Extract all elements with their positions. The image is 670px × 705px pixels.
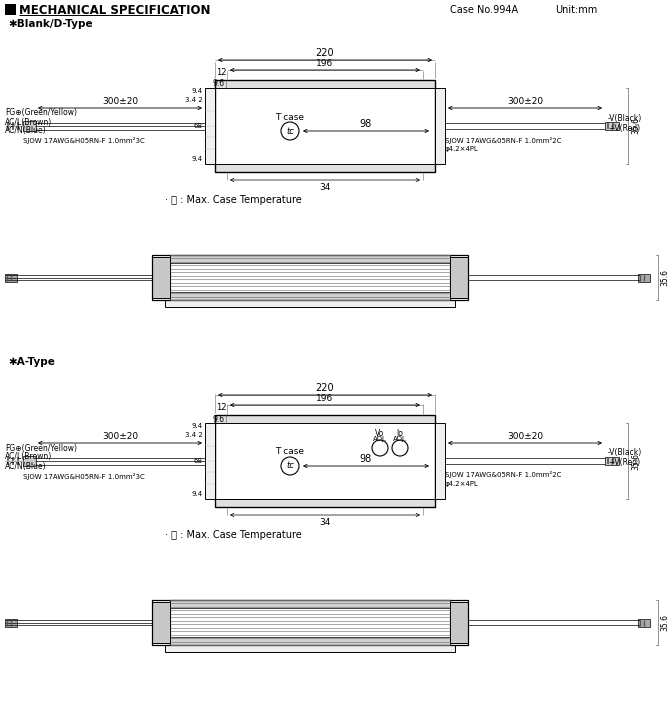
Bar: [165, 300, 455, 307]
Bar: [170, 292, 450, 300]
Bar: [605, 122, 619, 130]
Bar: [435, 423, 445, 499]
Text: Unit:mm: Unit:mm: [555, 5, 597, 15]
Bar: [450, 257, 468, 298]
Text: FG⊕(Green/Yellow): FG⊕(Green/Yellow): [5, 109, 77, 118]
Bar: [5, 4, 16, 15]
Bar: [215, 499, 435, 507]
Bar: [152, 255, 468, 300]
Text: 68: 68: [194, 458, 203, 464]
Text: 300±20: 300±20: [102, 432, 138, 441]
Text: 34: 34: [320, 183, 331, 192]
Text: 9.4: 9.4: [192, 423, 203, 429]
Bar: [605, 457, 619, 465]
Bar: [215, 415, 435, 507]
Text: ✱Blank/D-Type: ✱Blank/D-Type: [8, 19, 92, 29]
Text: 34: 34: [320, 518, 331, 527]
Text: SJOW 17AWG&05RN-F 1.0mm²2C: SJOW 17AWG&05RN-F 1.0mm²2C: [445, 472, 561, 479]
Text: SJOW 17AWG&H05RN-F 1.0mm²3C: SJOW 17AWG&H05RN-F 1.0mm²3C: [23, 137, 145, 145]
Text: SJOW 17AWG&05RN-F 1.0mm²2C: SJOW 17AWG&05RN-F 1.0mm²2C: [445, 137, 561, 144]
Text: · Ⓣ : Max. Case Temperature: · Ⓣ : Max. Case Temperature: [165, 195, 302, 205]
Text: 35.6: 35.6: [660, 614, 669, 631]
Bar: [152, 602, 170, 643]
Text: 12: 12: [216, 403, 226, 412]
Text: AC/N(Blue): AC/N(Blue): [5, 462, 47, 470]
Text: 196: 196: [316, 59, 334, 68]
Text: 12: 12: [216, 68, 226, 77]
Text: Case No.994A: Case No.994A: [450, 5, 518, 15]
Bar: [435, 88, 445, 164]
Text: φ4.2×4PL: φ4.2×4PL: [445, 481, 479, 487]
Bar: [215, 164, 435, 172]
Text: Io: Io: [397, 429, 403, 439]
Text: ADJ.: ADJ.: [373, 436, 387, 442]
Text: 196: 196: [316, 394, 334, 403]
Bar: [170, 600, 450, 608]
Text: SJOW 17AWG&H05RN-F 1.0mm²3C: SJOW 17AWG&H05RN-F 1.0mm²3C: [23, 472, 145, 479]
Text: 220: 220: [316, 48, 334, 58]
Text: 3.4 2: 3.4 2: [185, 97, 203, 103]
Text: +V(Red): +V(Red): [608, 123, 640, 133]
Text: · Ⓣ : Max. Case Temperature: · Ⓣ : Max. Case Temperature: [165, 530, 302, 540]
Text: 9.4: 9.4: [192, 88, 203, 94]
Bar: [23, 456, 36, 466]
Text: 98: 98: [360, 454, 372, 464]
Bar: [215, 80, 435, 172]
Text: FG⊕(Green/Yellow): FG⊕(Green/Yellow): [5, 443, 77, 453]
Bar: [165, 645, 455, 652]
Bar: [450, 602, 468, 643]
Text: AC/L(Brown): AC/L(Brown): [5, 453, 52, 462]
Bar: [638, 274, 650, 281]
Text: MECHANICAL SPECIFICATION: MECHANICAL SPECIFICATION: [19, 4, 210, 16]
Text: 300±20: 300±20: [507, 432, 543, 441]
Text: 35.6: 35.6: [660, 269, 669, 286]
Text: T case: T case: [275, 448, 304, 457]
Text: 3.4 2: 3.4 2: [185, 432, 203, 438]
Bar: [170, 637, 450, 645]
Text: tc: tc: [286, 126, 294, 135]
Text: 300±20: 300±20: [507, 97, 543, 106]
Text: 9.4: 9.4: [192, 156, 203, 162]
Text: φ4.2×4PL: φ4.2×4PL: [445, 146, 479, 152]
Text: 220: 220: [316, 383, 334, 393]
Bar: [215, 415, 435, 423]
Text: ✱A-Type: ✱A-Type: [8, 357, 55, 367]
Text: Vo: Vo: [375, 429, 385, 439]
Text: 35.6: 35.6: [631, 118, 640, 135]
Bar: [205, 88, 215, 164]
Text: 9.6: 9.6: [213, 80, 225, 89]
Text: 9.4: 9.4: [192, 491, 203, 497]
Text: -V(Black): -V(Black): [608, 448, 643, 458]
Text: 68: 68: [194, 123, 203, 129]
Bar: [5, 274, 17, 281]
Text: 98: 98: [360, 119, 372, 129]
Bar: [152, 257, 170, 298]
Bar: [170, 255, 450, 300]
Text: ADJ.: ADJ.: [393, 436, 407, 442]
Text: 35.6: 35.6: [631, 453, 640, 470]
Bar: [205, 423, 215, 499]
Text: 9.6: 9.6: [213, 415, 225, 424]
Text: -V(Black): -V(Black): [608, 114, 643, 123]
Text: 300±20: 300±20: [102, 97, 138, 106]
Bar: [5, 618, 17, 627]
Text: AC/N(Blue): AC/N(Blue): [5, 126, 47, 135]
Bar: [638, 618, 650, 627]
Text: +V(Red): +V(Red): [608, 458, 640, 467]
Text: AC/L(Brown): AC/L(Brown): [5, 118, 52, 126]
Text: tc: tc: [286, 462, 294, 470]
Bar: [170, 600, 450, 645]
Bar: [152, 600, 468, 645]
Bar: [23, 121, 36, 131]
Text: T case: T case: [275, 113, 304, 121]
Bar: [170, 255, 450, 263]
Bar: [215, 80, 435, 88]
